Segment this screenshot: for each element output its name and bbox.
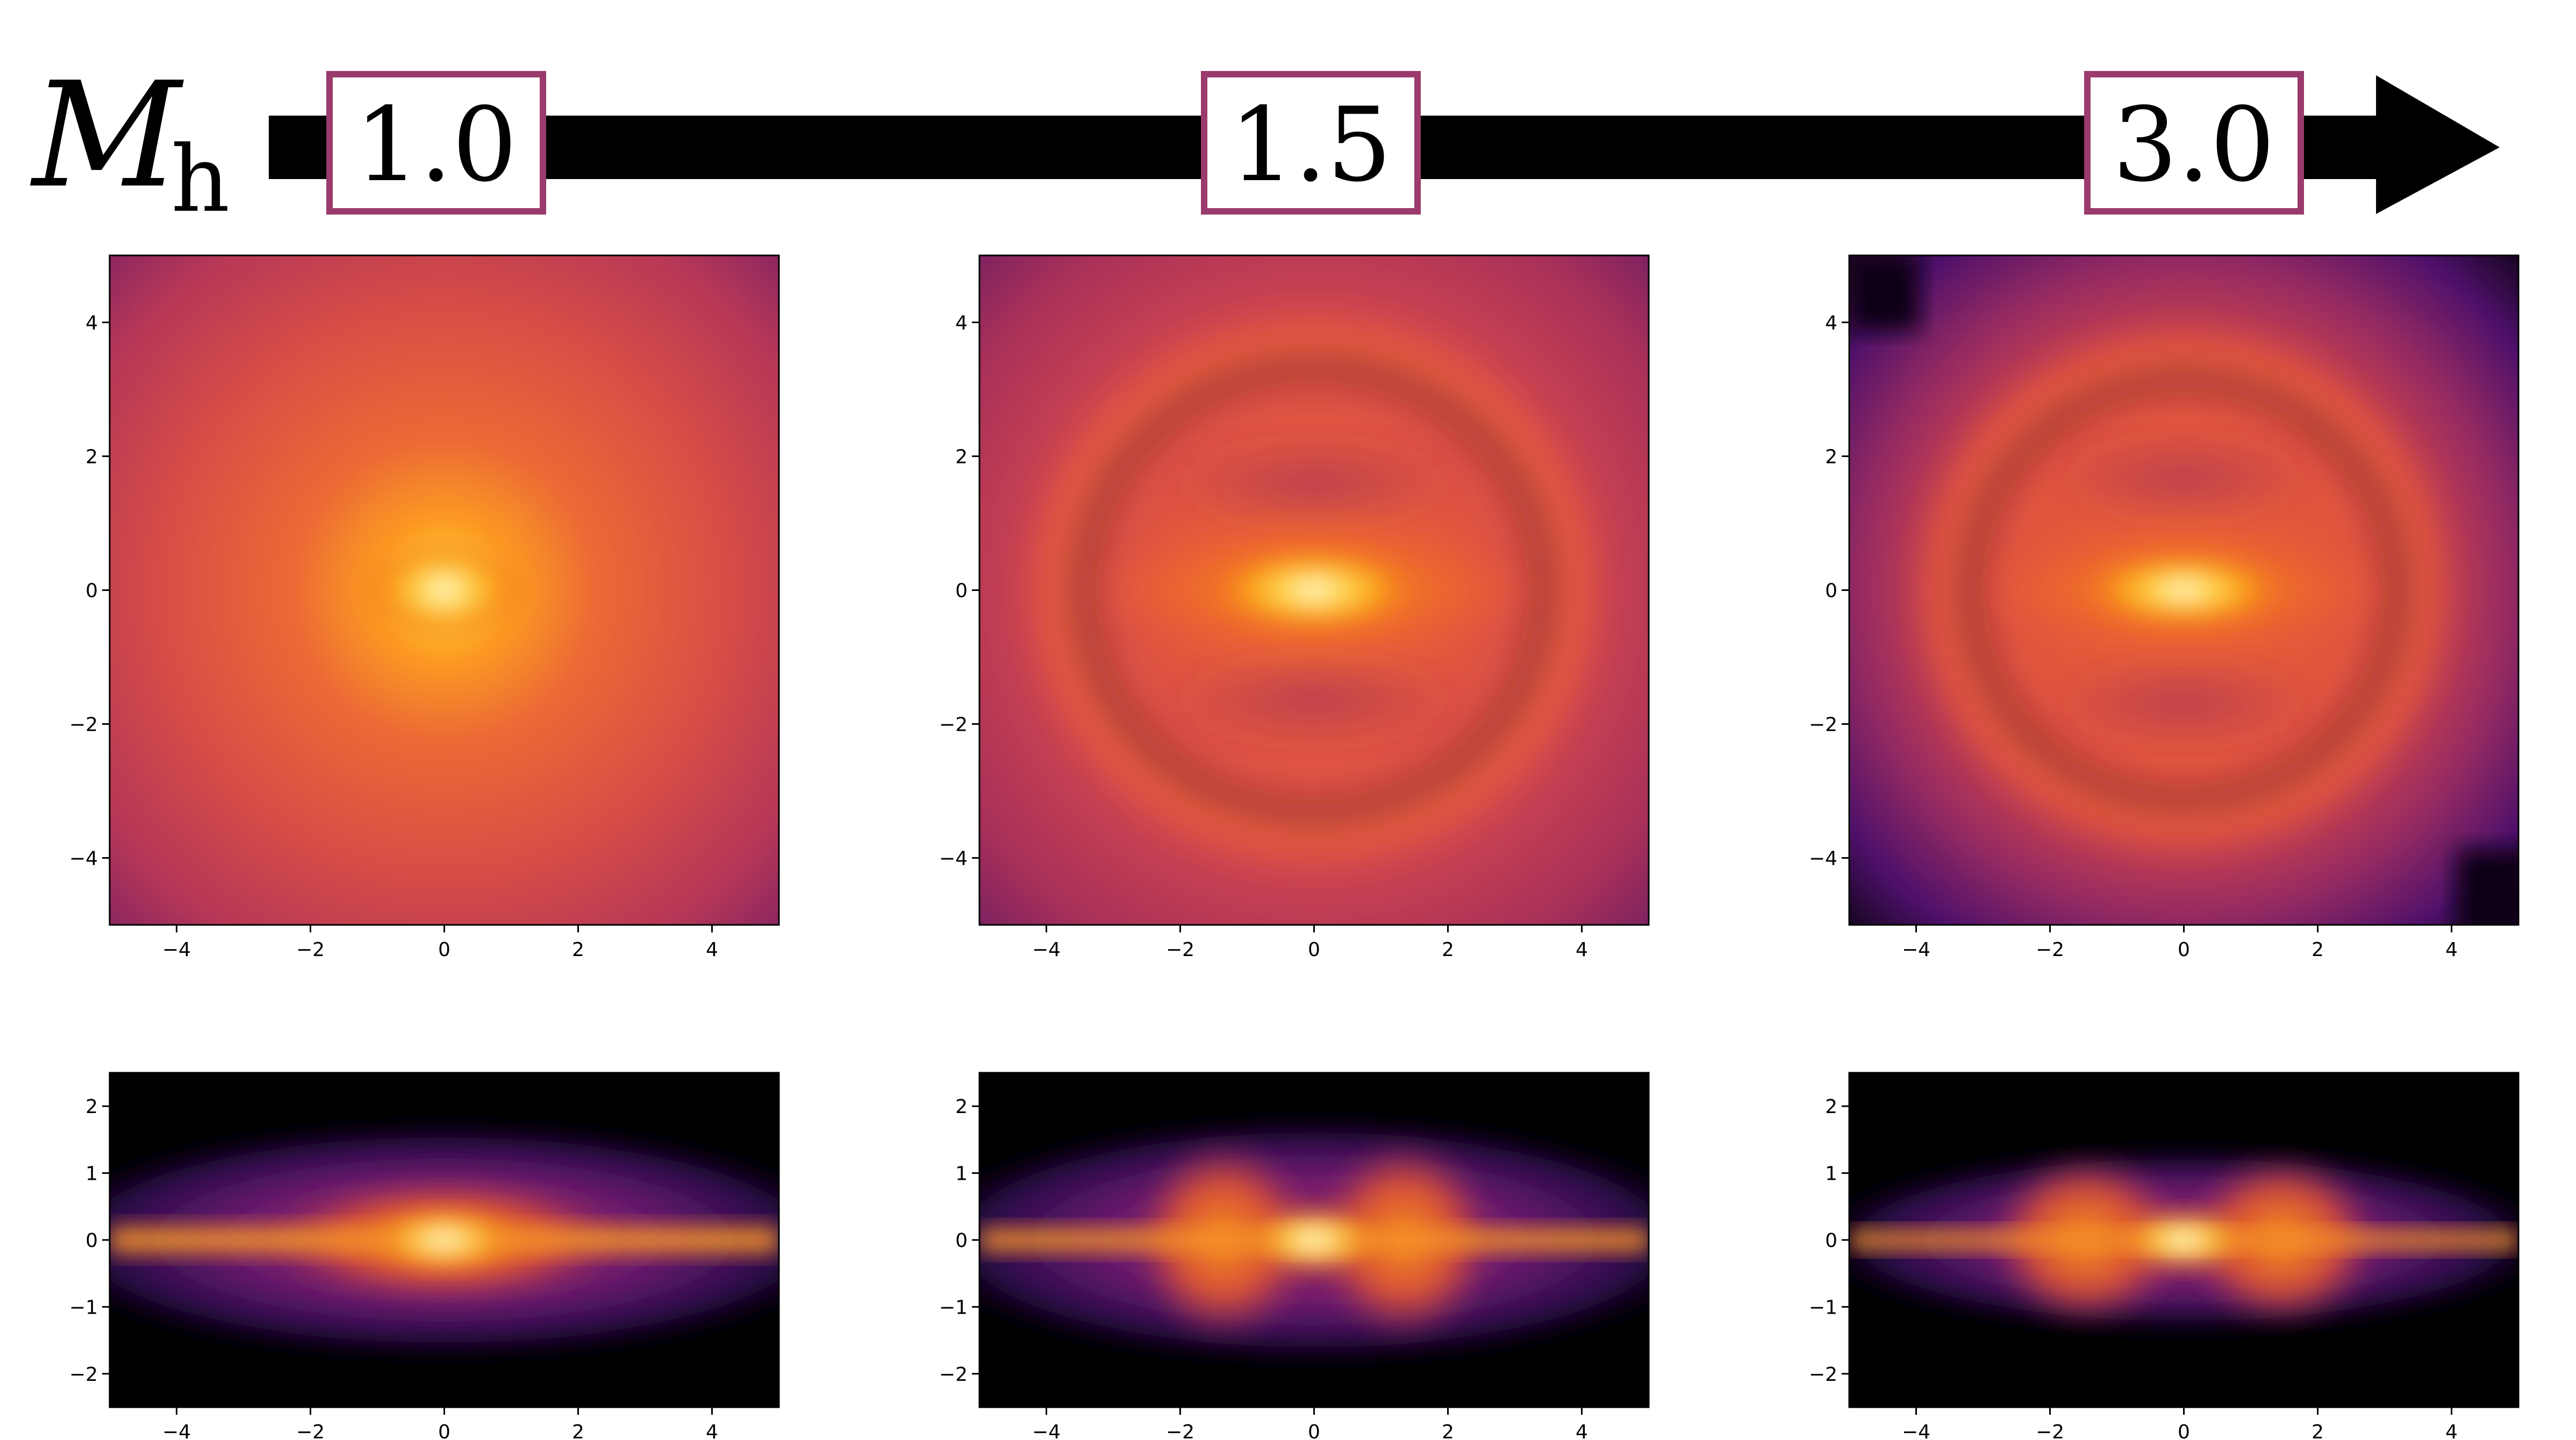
edge-on-panel-3: [1849, 1073, 2518, 1407]
y-tick-label: −4: [69, 848, 98, 870]
bright-core: [1206, 547, 1421, 633]
y-tick-label: 2: [85, 1096, 98, 1118]
face-on-panel-1: [110, 255, 779, 925]
y-tick-label: 4: [1825, 312, 1837, 334]
x-tick-label: 0: [438, 939, 450, 961]
halo-mass-value-1: 1.0: [355, 85, 517, 204]
halo-mass-value-3: 3.0: [2113, 85, 2275, 204]
bright-core: [1249, 1208, 1378, 1272]
x-tick-label: 0: [1308, 939, 1320, 961]
edge-on-panel-2: [979, 1073, 1649, 1407]
y-tick-label: −2: [939, 714, 968, 736]
y-tick-label: 2: [955, 446, 968, 468]
y-tick-label: 0: [1825, 1230, 1837, 1252]
halo-mass-subscript: h: [171, 126, 230, 233]
x-tick-label: −4: [1902, 939, 1930, 961]
x-tick-label: 4: [1576, 939, 1588, 961]
y-tick-label: −2: [1809, 1364, 1837, 1386]
arrow-head: [2376, 75, 2500, 214]
bright-core: [2081, 552, 2286, 628]
bright-core: [2119, 1210, 2248, 1270]
x-tick-label: 4: [2445, 1421, 2458, 1440]
panel-axes-1: −4 −2 0 2 4 −4 −2 0 2 4: [69, 254, 780, 961]
x-tick-label: −2: [1166, 939, 1194, 961]
y-tick-label: 0: [955, 1230, 968, 1252]
x-tick-label: 2: [572, 939, 584, 961]
panel-axes-2: −4 −2 0 2 4 −4 −2 0 2 4: [939, 254, 1650, 961]
x-tick-label: 0: [2178, 939, 2190, 961]
panel-axes-4: −4 −2 0 2 4 −2 −1 0 1 2: [69, 1072, 780, 1440]
halo-mass-box-2: 1.5: [1201, 71, 1421, 215]
x-tick-label: 4: [2445, 939, 2458, 961]
panel-axes-5: −4 −2 0 2 4 −2 −1 0 1 2: [939, 1072, 1650, 1440]
y-tick-label: 0: [85, 580, 98, 602]
x-tick-label: −4: [162, 939, 191, 961]
y-tick-label: 0: [1825, 580, 1837, 602]
y-tick-label: 4: [955, 312, 968, 334]
panel-axes-6: −4 −2 0 2 4 −2 −1 0 1 2: [1809, 1072, 2520, 1440]
bright-core: [363, 539, 525, 641]
dark-band-upper: [1158, 446, 1470, 522]
y-tick-label: −2: [69, 714, 98, 736]
dark-band-lower: [2044, 667, 2323, 737]
y-tick-label: −4: [1809, 848, 1837, 870]
y-tick-label: 2: [1825, 1096, 1837, 1118]
x-tick-label: 0: [1308, 1421, 1320, 1440]
x-tick-label: −2: [296, 1421, 325, 1440]
y-tick-label: 0: [85, 1230, 98, 1252]
face-on-panel-3: [1849, 255, 2518, 925]
x-tick-label: 4: [1576, 1421, 1588, 1440]
x-tick-label: 0: [438, 1421, 450, 1440]
face-on-panel-2: [979, 255, 1649, 925]
halo-mass-box-1: 1.0: [326, 71, 546, 215]
axes-layer: −4 −2 0 2 4 −4 −2 0 2 4 −4 −2 0 2 4 −4 −2 0 2 4 −4 −2 0 2 4 −4 −2 0…: [69, 254, 2520, 1440]
x-tick-label: −4: [1902, 1421, 1930, 1440]
x-tick-label: −2: [1166, 1421, 1194, 1440]
x-tick-label: 4: [706, 939, 718, 961]
edge-on-panel-1: [110, 1073, 779, 1407]
y-tick-label: −1: [1809, 1296, 1837, 1318]
halo-mass-box-3: 3.0: [2084, 71, 2304, 215]
x-tick-label: −4: [162, 1421, 191, 1440]
x-tick-label: −4: [1032, 1421, 1061, 1440]
x-tick-label: 2: [2312, 1421, 2324, 1440]
x-tick-label: 4: [706, 1421, 718, 1440]
y-tick-label: −2: [1809, 714, 1837, 736]
y-tick-label: −2: [69, 1364, 98, 1386]
y-tick-label: 1: [85, 1163, 98, 1185]
panel-axes-3: −4 −2 0 2 4 −4 −2 0 2 4: [1809, 254, 2520, 961]
y-tick-label: −2: [939, 1364, 968, 1386]
halo-mass-header: M h 1.0 1.5 3.0: [30, 51, 2500, 233]
empty-corner-top-left: [1849, 255, 1919, 331]
y-tick-label: 2: [1825, 446, 1837, 468]
empty-corner-bottom-right: [2457, 850, 2518, 925]
x-tick-label: 0: [2178, 1421, 2190, 1440]
y-tick-label: 4: [85, 312, 98, 334]
bright-core: [374, 1210, 514, 1270]
x-tick-label: 2: [1442, 1421, 1454, 1440]
x-tick-label: −2: [2036, 939, 2064, 961]
y-tick-label: −1: [69, 1296, 98, 1318]
x-tick-label: 2: [2312, 939, 2324, 961]
y-tick-label: 0: [955, 580, 968, 602]
y-tick-label: −4: [939, 848, 968, 870]
dark-band-lower: [1158, 661, 1470, 737]
x-tick-label: −2: [296, 939, 325, 961]
y-tick-label: −1: [939, 1296, 968, 1318]
x-tick-label: 2: [1442, 939, 1454, 961]
y-tick-label: 2: [955, 1096, 968, 1118]
x-tick-label: −2: [2036, 1421, 2064, 1440]
halo-mass-value-2: 1.5: [1229, 85, 1392, 204]
y-tick-label: 2: [85, 446, 98, 468]
y-tick-label: 1: [955, 1163, 968, 1185]
y-tick-label: 1: [1825, 1163, 1837, 1185]
x-tick-label: 2: [572, 1421, 584, 1440]
halo-mass-symbol: M: [30, 51, 184, 220]
dark-band-upper: [2044, 444, 2323, 514]
x-tick-label: −4: [1032, 939, 1061, 961]
